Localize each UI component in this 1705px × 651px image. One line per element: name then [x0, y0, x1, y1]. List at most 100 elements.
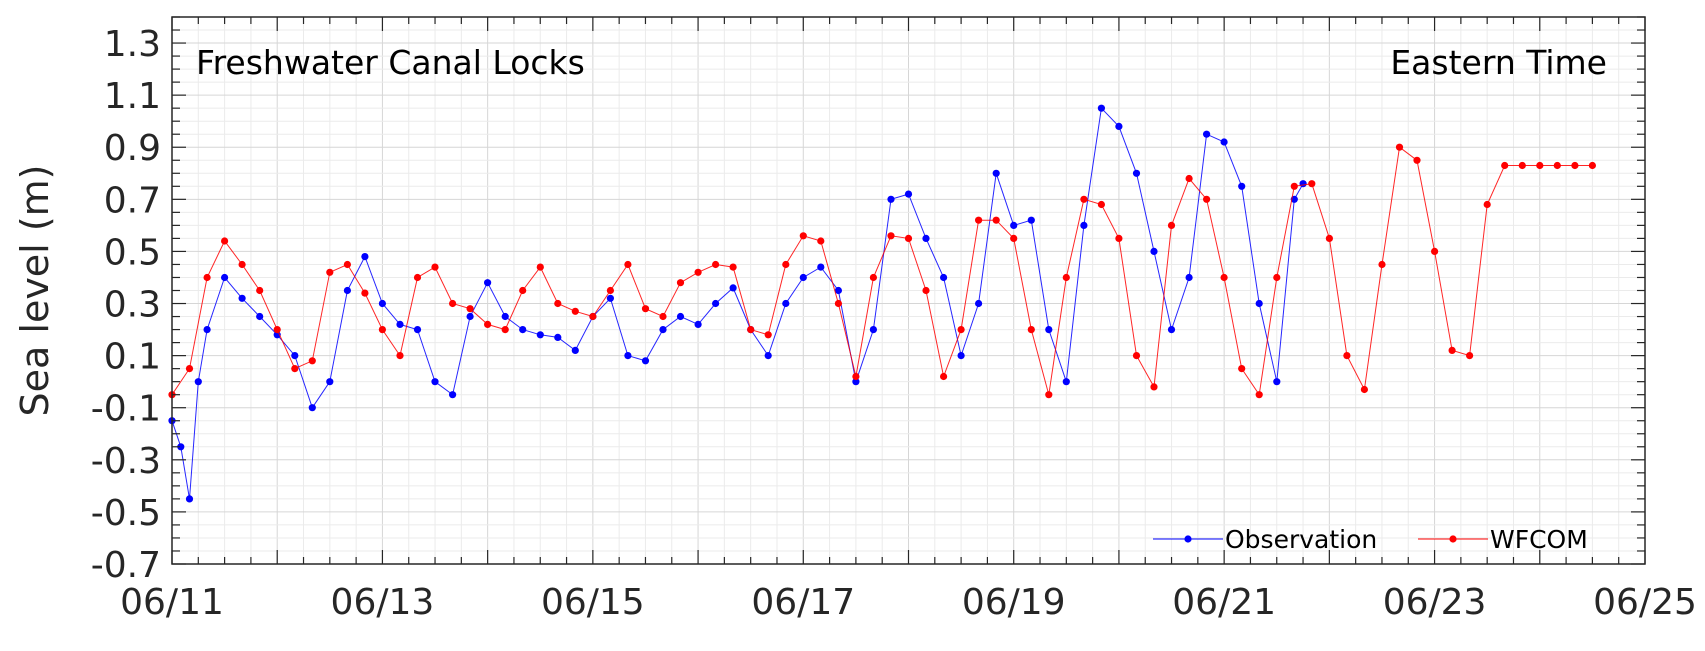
y-tick-label: 1.3	[104, 24, 161, 65]
data-point	[887, 232, 895, 240]
data-point	[1343, 352, 1351, 360]
data-point	[887, 195, 895, 203]
data-point	[1290, 182, 1298, 190]
data-point	[449, 299, 457, 308]
data-point	[676, 312, 685, 321]
data-point	[1360, 385, 1368, 394]
data-point	[975, 299, 983, 308]
data-point	[1062, 378, 1070, 386]
data-point	[940, 273, 948, 282]
data-point	[1255, 299, 1263, 308]
data-point	[904, 234, 913, 242]
data-point	[361, 253, 369, 261]
data-point	[361, 289, 369, 297]
axis-ticks	[171, 16, 1646, 565]
data-point	[641, 305, 650, 313]
data-point	[1203, 130, 1211, 138]
data-point	[1010, 234, 1018, 242]
data-point	[273, 326, 281, 334]
data-point	[1299, 180, 1307, 188]
data-point	[571, 307, 579, 315]
data-point	[1571, 161, 1579, 170]
data-point	[992, 169, 1000, 177]
x-tick-label: 06/23	[1383, 582, 1487, 623]
station-name-annotation: Freshwater Canal Locks	[196, 43, 585, 82]
legend-entry: Observation	[1153, 525, 1377, 554]
data-point	[571, 346, 579, 354]
data-point	[466, 312, 474, 321]
data-point	[1273, 273, 1281, 282]
data-point	[1027, 216, 1035, 224]
data-point	[676, 279, 685, 287]
data-point	[203, 326, 211, 334]
data-point	[782, 260, 790, 269]
data-point	[1553, 161, 1561, 170]
x-tick-label: 06/19	[962, 582, 1066, 623]
data-point	[1062, 273, 1070, 282]
data-point	[1536, 161, 1544, 170]
data-point	[536, 263, 544, 271]
series-1	[168, 143, 1596, 399]
x-tick-label: 06/21	[1172, 582, 1276, 623]
data-point	[1045, 391, 1053, 399]
data-point	[1220, 138, 1228, 146]
data-point	[589, 312, 597, 321]
data-point	[449, 391, 457, 399]
data-point	[869, 326, 878, 334]
data-point	[501, 312, 509, 321]
data-point	[852, 372, 860, 381]
data-point	[413, 326, 422, 334]
data-point	[1185, 174, 1193, 183]
y-tick-label: 1.1	[104, 76, 161, 117]
data-point	[834, 299, 843, 308]
data-point	[536, 331, 544, 339]
data-point	[1150, 383, 1158, 391]
data-point	[957, 352, 965, 360]
data-point	[1097, 104, 1105, 112]
data-point	[256, 286, 264, 295]
data-point	[1308, 180, 1316, 188]
data-point	[764, 352, 772, 360]
data-point	[1167, 221, 1176, 229]
data-point	[1150, 247, 1158, 255]
y-tick-label: 0.9	[104, 128, 161, 169]
data-point	[413, 273, 422, 282]
data-point	[1378, 260, 1386, 269]
data-point	[694, 320, 702, 328]
data-point	[834, 286, 843, 295]
data-point	[869, 273, 878, 282]
legend-marker	[1449, 535, 1457, 543]
data-point	[606, 286, 615, 295]
data-point	[1501, 161, 1509, 170]
legend-entry: WFCOM	[1418, 525, 1588, 554]
x-tick-label: 06/11	[120, 582, 224, 623]
data-point	[1431, 247, 1439, 255]
data-point	[554, 299, 562, 308]
data-point	[764, 331, 772, 339]
data-point	[1395, 143, 1404, 151]
legend-marker	[1184, 535, 1192, 543]
data-point	[326, 378, 334, 386]
data-point	[1167, 326, 1176, 334]
x-tick-labels: 06/11 06/13 06/15 06/17 06/19 06/21 06/23 06/25	[120, 582, 1697, 623]
series-line	[171, 107, 1304, 499]
data-point	[291, 365, 299, 373]
data-point	[1132, 169, 1141, 177]
data-point	[992, 216, 1000, 224]
data-point	[308, 404, 316, 412]
data-point	[1325, 234, 1333, 242]
data-point	[817, 237, 825, 245]
grid	[172, 17, 1645, 564]
y-tick-label: 0.7	[104, 180, 161, 221]
data-point	[729, 284, 737, 292]
data-point	[1238, 365, 1246, 373]
data-point	[1097, 200, 1105, 209]
data-point	[221, 273, 229, 282]
data-point	[554, 333, 562, 341]
data-point	[904, 190, 913, 198]
data-point	[431, 378, 439, 386]
data-point	[185, 365, 194, 373]
data-point	[326, 268, 334, 276]
